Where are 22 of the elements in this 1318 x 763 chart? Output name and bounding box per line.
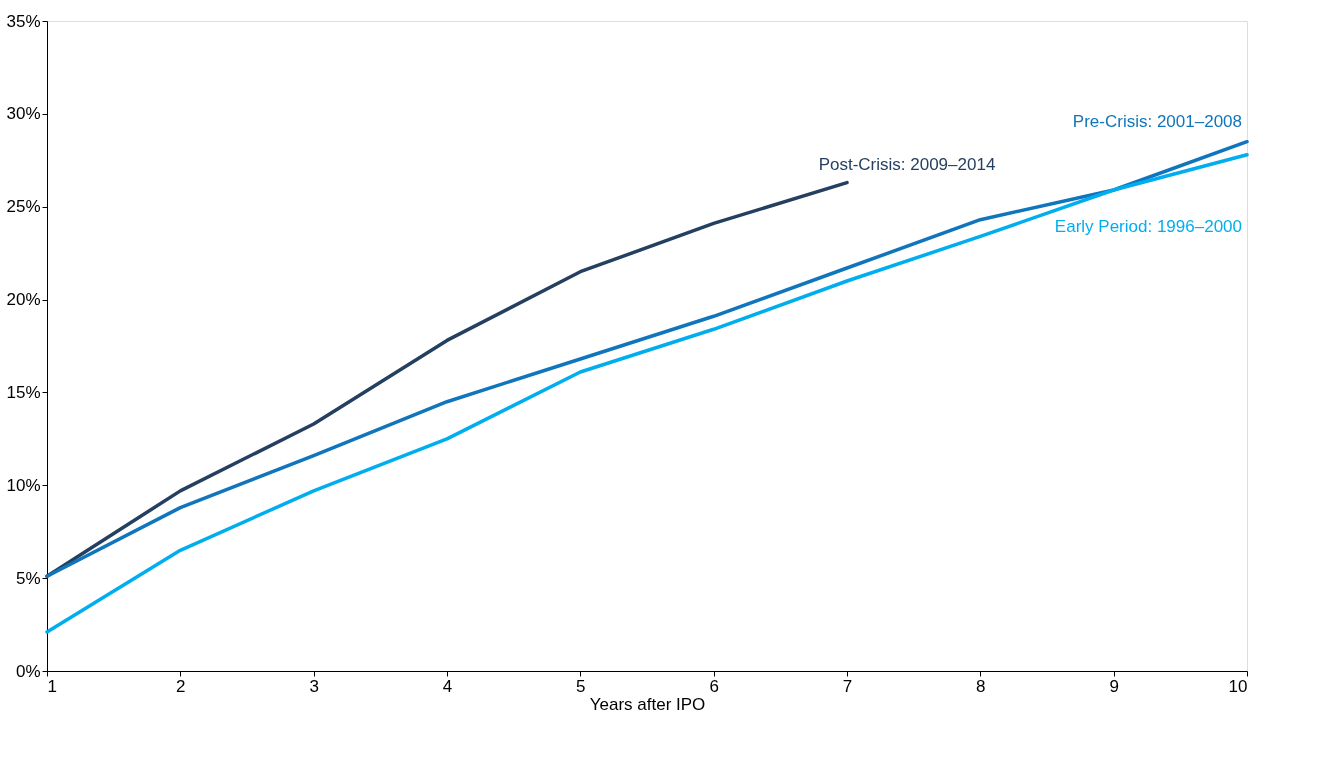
y-tick-label: 20% (6, 290, 41, 310)
series-label: Pre-Crisis: 2001–2008 (1072, 111, 1242, 131)
x-tick-label: 3 (309, 676, 319, 696)
x-tick-label: 6 (709, 676, 719, 696)
y-tick-label: 0% (15, 661, 41, 681)
x-tick-label: 7 (842, 676, 853, 696)
x-tick-label: 4 (442, 676, 453, 696)
x-tick-label: 5 (576, 676, 586, 696)
x-tick-label: 8 (976, 676, 986, 696)
x-tick-label: 10 (1228, 676, 1248, 696)
series-label: Early Period: 1996–2000 (1054, 216, 1242, 236)
y-tick-label: 35% (6, 11, 41, 31)
x-tick-label: 1 (47, 676, 57, 696)
y-tick-label: 10% (6, 475, 41, 495)
x-tick-label: 9 (1109, 676, 1119, 696)
series-label: Post-Crisis: 2009–2014 (818, 154, 996, 174)
y-tick-label: 15% (6, 382, 41, 402)
x-axis-title: Years after IPO (589, 694, 706, 714)
y-tick-label: 30% (6, 104, 41, 124)
x-tick-label: 2 (176, 676, 186, 696)
y-tick-label: 5% (15, 568, 41, 588)
y-tick-label: 25% (6, 197, 41, 217)
